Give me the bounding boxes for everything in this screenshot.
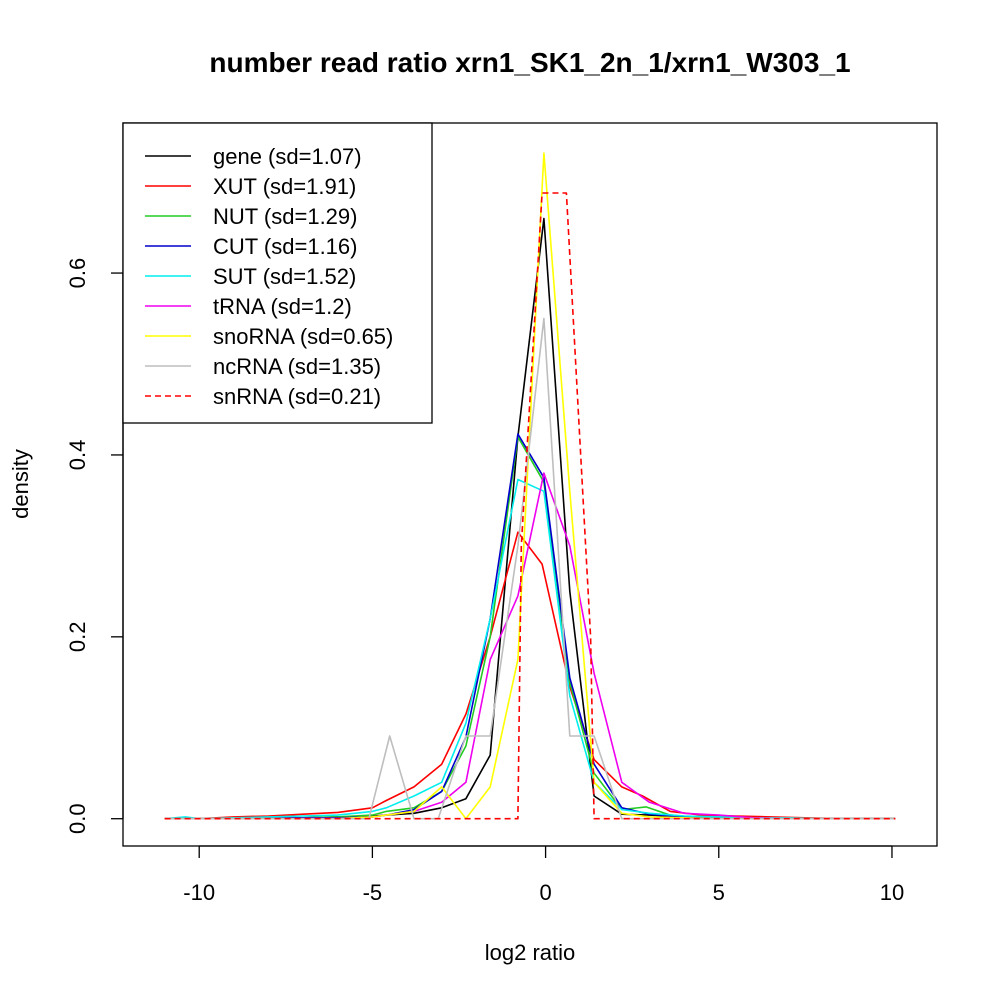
y-tick-label: 0.2 <box>65 622 90 653</box>
legend-label: gene (sd=1.07) <box>213 144 362 169</box>
y-tick-label: 0.4 <box>65 440 90 471</box>
legend-label: SUT (sd=1.52) <box>213 264 356 289</box>
x-tick-label: 5 <box>713 880 725 905</box>
x-axis: -10 -5 0 5 10 <box>183 845 904 905</box>
series-line-7 <box>164 317 896 820</box>
legend: gene (sd=1.07) XUT (sd=1.91) NUT (sd=1.29)… <box>122 122 433 424</box>
series-line-5 <box>164 472 896 820</box>
chart-title: number read ratio xrn1_SK1_2n_1/xrn1_W30… <box>209 47 850 78</box>
series-line-8 <box>164 192 896 820</box>
series-layer <box>164 152 896 820</box>
legend-label: XUT (sd=1.91) <box>213 174 356 199</box>
legend-label: snRNA (sd=0.21) <box>213 384 381 409</box>
series-line-2 <box>164 435 896 820</box>
series-line-4 <box>164 478 896 820</box>
x-tick-label: 0 <box>539 880 551 905</box>
series-line-3 <box>164 433 896 820</box>
legend-label: ncRNA (sd=1.35) <box>213 354 381 379</box>
y-tick-label: 0.6 <box>65 258 90 289</box>
legend-label: CUT (sd=1.16) <box>213 234 357 259</box>
x-tick-label: -10 <box>183 880 215 905</box>
x-tick-label: 10 <box>880 880 904 905</box>
legend-box <box>122 122 433 424</box>
series-line-1 <box>164 531 896 820</box>
y-tick-label: 0.0 <box>65 803 90 834</box>
legend-label: NUT (sd=1.29) <box>213 204 357 229</box>
legend-label: tRNA (sd=1.2) <box>213 294 352 319</box>
y-axis: 0.0 0.2 0.4 0.6 <box>65 258 124 834</box>
x-tick-label: -5 <box>363 880 383 905</box>
legend-label: snoRNA (sd=0.65) <box>213 324 393 349</box>
y-axis-label: density <box>8 449 33 519</box>
x-axis-label: log2 ratio <box>485 940 576 965</box>
